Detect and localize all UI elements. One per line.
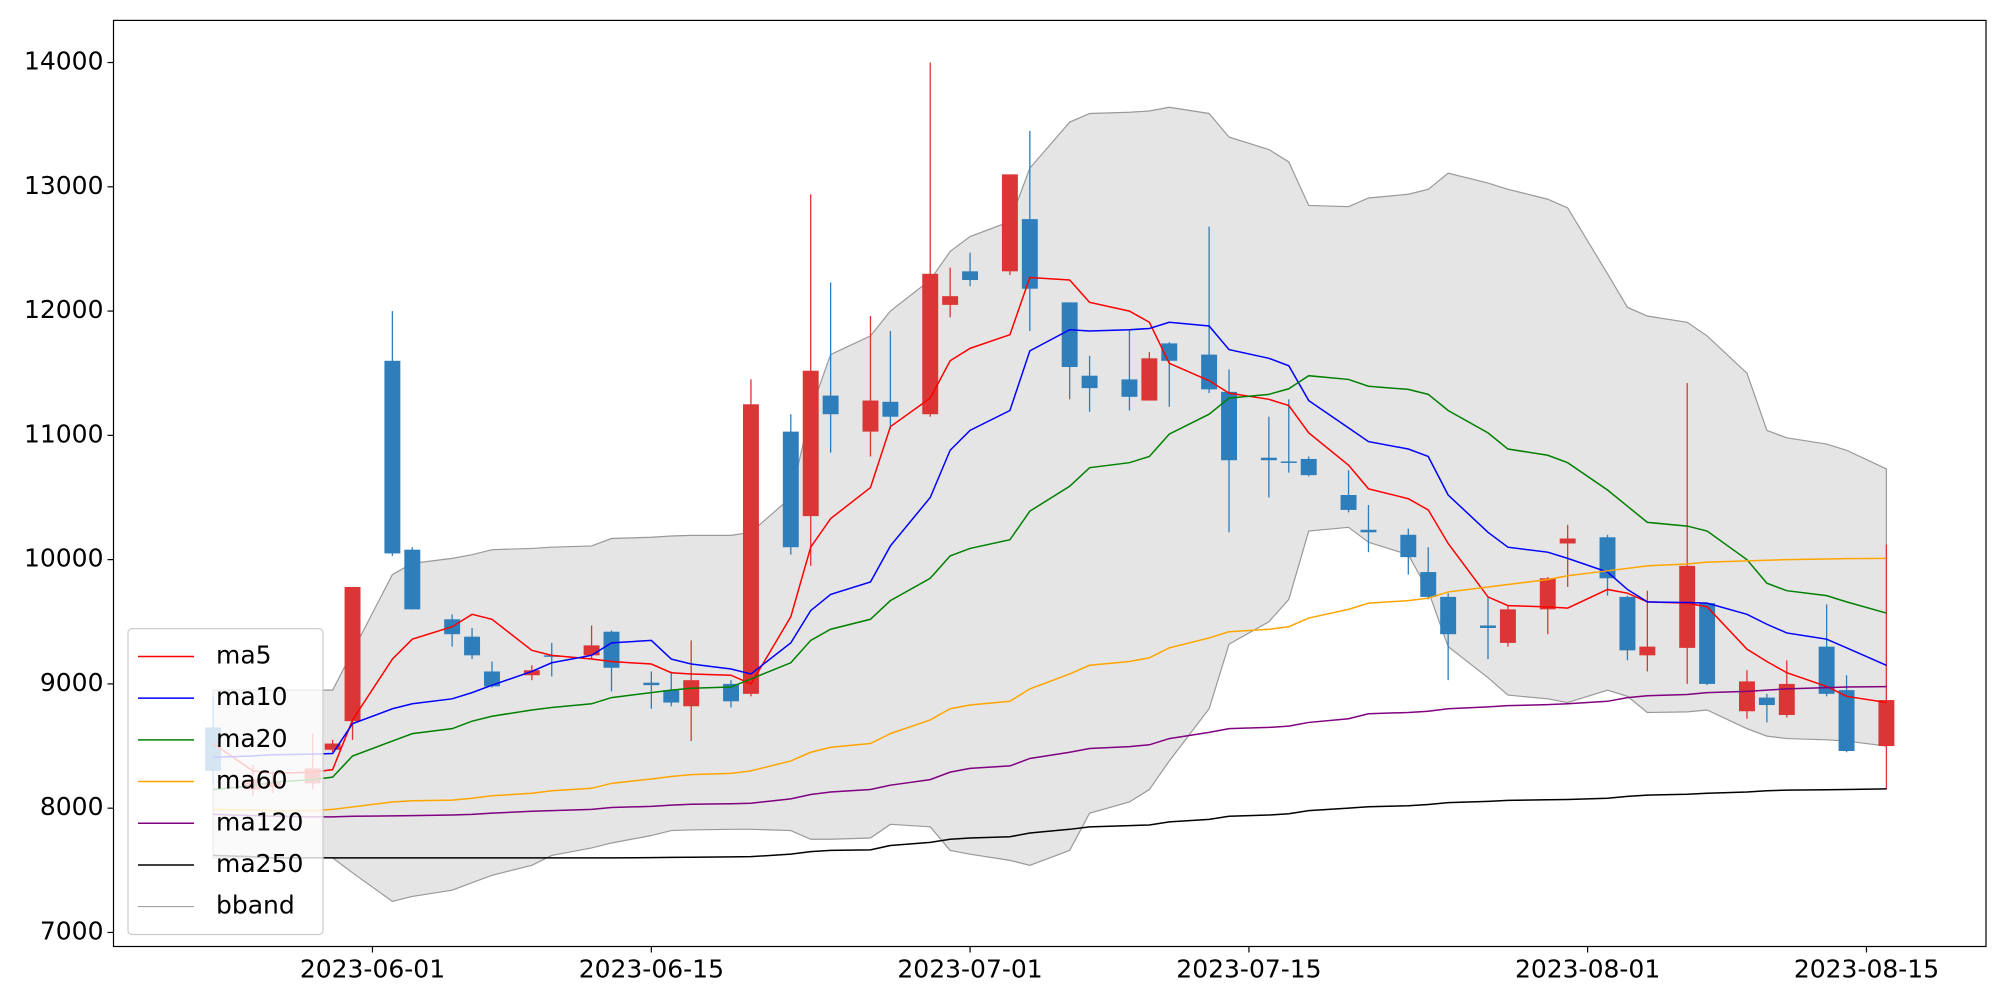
legend-label: ma20 [216,724,287,753]
candle-body [1061,302,1078,368]
candle-body [1260,457,1277,461]
x-tick-label: 2023-06-01 [300,955,445,984]
ma-line [213,321,1887,758]
candle-body [962,271,979,281]
candle-body [1081,375,1098,389]
legend-label: ma60 [216,766,287,795]
y-tick-label: 9000 [40,668,104,697]
candle-body [683,680,700,707]
candle-body [1340,495,1357,510]
candle-body [782,431,799,548]
candle-body [1559,538,1576,544]
ma-line [212,276,1887,775]
candle-body [1699,603,1716,684]
candle-body [384,360,401,554]
candle-body [942,296,959,305]
x-tick-label: 2023-08-01 [1515,955,1660,984]
candle-body [1539,578,1556,610]
candle-body [1021,219,1038,289]
x-tick-label: 2023-08-15 [1794,955,1939,984]
ma-line [213,557,1887,812]
ma-line [213,374,1887,791]
candle-body [324,743,341,750]
candle-body [922,273,939,415]
candle-body [344,586,361,722]
candle-body [742,404,759,694]
candle-body [464,636,481,656]
candle-body [1679,565,1696,648]
candle-body [1300,458,1317,476]
candle-body [1420,572,1437,597]
candle-body [583,645,600,656]
x-tick-label: 2023-07-15 [1176,955,1321,984]
legend-label: bband [216,891,295,920]
candle-body [1599,537,1616,579]
candle-body [1838,690,1855,752]
candle-body [1480,625,1496,628]
candle-body [1360,529,1377,533]
candle-body [643,682,660,686]
candle-body [663,690,680,703]
legend-label: ma250 [216,849,303,878]
candle-body [603,631,620,668]
candle-body [1201,354,1218,390]
y-tick-label: 10000 [24,544,104,573]
x-tick-label: 2023-06-15 [579,955,724,984]
candle-body [1141,358,1158,401]
y-tick-label: 14000 [24,47,104,76]
candle-body [1878,700,1895,747]
y-tick-label: 7000 [40,916,104,945]
candle-body [1778,683,1795,715]
y-tick-label: 8000 [40,792,104,821]
candle-body [882,401,899,417]
legend-label: ma5 [216,640,272,669]
ma-line [213,685,1887,818]
candle-body [1001,174,1018,272]
candle-body [1400,534,1417,558]
candle-body [523,670,540,676]
candle-body [484,671,500,687]
candle-body [1440,596,1457,635]
candle-body [1619,596,1636,651]
candle-body [404,549,421,610]
candle-body [802,370,819,517]
ma-line [213,788,1887,859]
candle-body [1280,461,1297,463]
legend-label: ma120 [216,807,303,836]
candle-body [1639,646,1656,656]
y-tick-label: 13000 [24,171,104,200]
y-tick-label: 12000 [24,295,104,324]
candle-body [723,683,739,702]
candle-body [1818,646,1835,694]
plot [205,62,1895,903]
axes-frame [112,19,1987,948]
candle-body [1758,697,1775,706]
x-tick-label: 2023-07-01 [897,955,1042,984]
y-tick-label: 11000 [24,419,104,448]
candle-body [822,395,839,415]
candle-body [1221,391,1237,461]
legend-label: ma10 [216,682,287,711]
candle-body [1738,681,1755,712]
candle-body [1499,609,1516,643]
bollinger-band [212,106,1887,903]
candle-body [1121,379,1138,397]
candle-body [862,400,879,432]
legend-box [127,627,324,936]
